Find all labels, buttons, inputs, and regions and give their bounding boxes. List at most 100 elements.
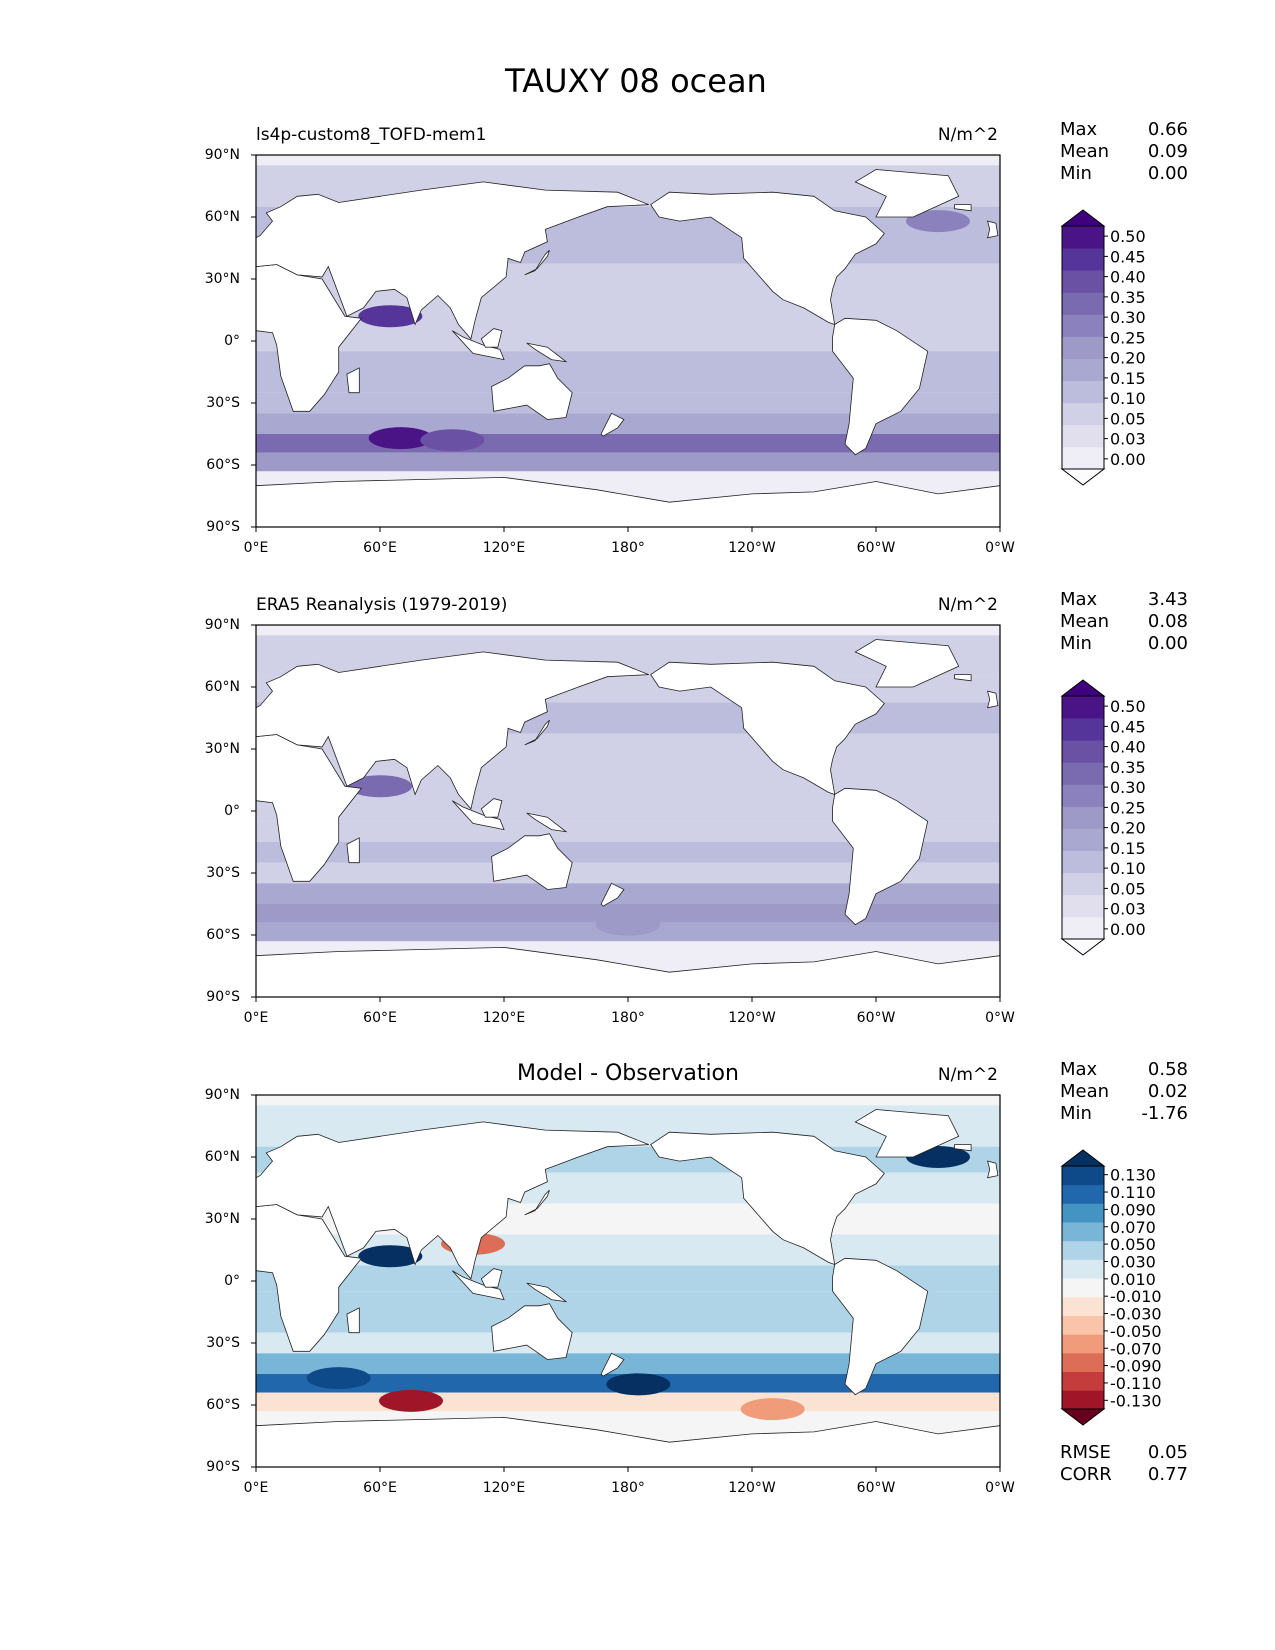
y-tick-label: 90°S (206, 519, 240, 535)
field-band (256, 413, 1000, 434)
land-iceland (954, 1144, 972, 1152)
field-hotspot (420, 429, 485, 452)
land-madagascar (346, 367, 360, 394)
x-tick-label: 0°W (985, 1480, 1015, 1496)
land-indonesia (452, 800, 505, 831)
colorbar-extend-max (1060, 679, 1106, 697)
land-new-guinea (526, 812, 568, 833)
y-tick-label: 0° (224, 1273, 240, 1289)
colorbar-tick-label: 0.25 (1110, 798, 1146, 817)
field-hotspot (358, 305, 423, 328)
field-band (256, 1353, 1000, 1374)
colorbar-segment (1062, 916, 1104, 940)
x-axis: 0°E 60°E 120°E 180° 120°W 60°W 0°W (244, 1480, 1015, 1496)
y-tick-label: 60°N (205, 679, 240, 695)
land-borneo (480, 798, 503, 818)
stats-box: Max 0.58 Mean 0.02 Min -1.76 (1060, 1059, 1188, 1124)
colorbar-tick-label: 0.35 (1110, 758, 1146, 777)
colorbar-tick-label: 0.10 (1110, 859, 1146, 878)
rmse-label: RMSE (1060, 1442, 1111, 1463)
land-new-guinea (526, 1282, 568, 1303)
units-label: N/m^2 (938, 1065, 998, 1085)
field-hotspot (606, 1373, 671, 1396)
field-band (256, 434, 1000, 453)
land-layer (256, 639, 1000, 997)
colorbar-frame (1061, 1165, 1105, 1410)
land-japan (524, 249, 550, 276)
field-band (256, 1312, 1000, 1333)
map-area (251, 624, 1001, 1002)
panel-title: ls4p-custom8_TOFD-mem1 (256, 125, 486, 145)
colorbar: 0.000.03 0.050.100.150.20 0.250.300.350.40… (1060, 679, 1146, 956)
colorbar-tick-label: 0.00 (1110, 920, 1146, 939)
stat-min-value: 0.00 (1148, 633, 1188, 654)
colorbar-tick-label: 0.03 (1110, 430, 1146, 449)
x-tick-label: 180° (611, 1480, 645, 1496)
land-uk (987, 1160, 999, 1179)
colorbar-segment (1062, 1278, 1104, 1298)
land-layer (256, 1109, 1000, 1467)
field-hotspot (740, 1398, 805, 1421)
stat-max-value: 0.58 (1148, 1059, 1188, 1080)
y-tick-label: 0° (224, 333, 240, 349)
colorbar-extend-max (1060, 1149, 1106, 1167)
stat-mean-value: 0.08 (1148, 611, 1188, 632)
stat-max-value: 0.66 (1148, 119, 1188, 140)
stat-mean-label: Mean (1060, 141, 1109, 162)
corr-value: 0.77 (1148, 1464, 1188, 1485)
colorbar-tick-label: 0.20 (1110, 819, 1146, 838)
colorbar-frame (1061, 225, 1105, 470)
land-greenland (854, 639, 960, 688)
land-antarctica (256, 476, 1000, 527)
colorbar-segment (1062, 1184, 1104, 1204)
colorbar-tick-label: 0.25 (1110, 328, 1146, 347)
colorbar-segment (1062, 380, 1104, 404)
colorbar-segment (1062, 424, 1104, 448)
field-band (256, 372, 1000, 393)
colorbar-tick-label: -0.050 (1110, 1322, 1162, 1341)
stat-mean-value: 0.09 (1148, 141, 1188, 162)
corr-label: CORR (1060, 1464, 1112, 1485)
panel-difference: Model - Observation N/m^2 90°N 60°N 30°N… (205, 1059, 1188, 1496)
colorbar-segment (1062, 402, 1104, 426)
land-uk (987, 220, 999, 239)
field-band (256, 904, 1000, 923)
colorbar-tick-label: 0.110 (1110, 1183, 1156, 1202)
field-band (256, 392, 1000, 414)
colorbar-tick-label: 0.090 (1110, 1200, 1156, 1219)
colorbar-tick-label: 0.40 (1110, 268, 1146, 287)
x-tick-label: 0°E (244, 540, 269, 556)
colorbar-segment (1062, 872, 1104, 896)
land-uk (987, 690, 999, 709)
land-south-america (832, 787, 929, 926)
land-greenland (854, 1109, 960, 1158)
x-tick-label: 60°E (363, 1010, 397, 1026)
land-eurasia (256, 1121, 649, 1280)
y-tick-label: 90°N (205, 1087, 240, 1103)
colorbar-segment (1062, 1390, 1104, 1410)
colorbar-segment (1062, 336, 1104, 359)
panel-title: ERA5 Reanalysis (1979-2019) (256, 595, 507, 615)
colorbar-segment (1062, 850, 1104, 874)
land-madagascar (346, 837, 360, 864)
field-hotspot (379, 1389, 443, 1412)
colorbar-tick-label: 0.010 (1110, 1270, 1156, 1289)
colorbar-segment (1062, 1166, 1104, 1186)
colorbar-tick-label: 0.05 (1110, 879, 1146, 898)
land-north-america (650, 661, 885, 796)
x-tick-label: 0°E (244, 1480, 269, 1496)
colorbar-tick-label: 0.30 (1110, 778, 1146, 797)
x-tick-label: 60°E (363, 1480, 397, 1496)
colorbar-tick-label: 0.050 (1110, 1235, 1156, 1254)
field-hotspot (596, 913, 660, 936)
stat-max-label: Max (1060, 1059, 1098, 1080)
colorbar-segment (1062, 1240, 1104, 1260)
colorbar-segment (1062, 358, 1104, 382)
colorbar-segment (1062, 784, 1104, 807)
stat-mean-label: Mean (1060, 1081, 1109, 1102)
colorbar-segment (1062, 270, 1104, 293)
field-hotspot (306, 1367, 371, 1390)
y-tick-label: 0° (224, 803, 240, 819)
stat-max-label: Max (1060, 119, 1098, 140)
